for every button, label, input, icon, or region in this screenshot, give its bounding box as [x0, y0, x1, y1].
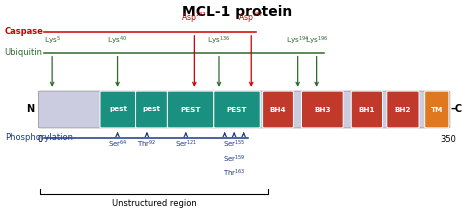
Text: BH4: BH4: [270, 106, 286, 113]
Text: Thr$^{163}$: Thr$^{163}$: [223, 168, 246, 179]
FancyBboxPatch shape: [263, 91, 293, 128]
Text: Phosphorylation: Phosphorylation: [5, 133, 73, 143]
FancyBboxPatch shape: [38, 91, 450, 128]
Text: BH3: BH3: [314, 106, 330, 113]
Text: Asp$^{127}$: Asp$^{127}$: [182, 11, 207, 25]
Text: Lys$^{136}$: Lys$^{136}$: [207, 35, 231, 47]
Text: BH1: BH1: [359, 106, 375, 113]
Text: MCL-1 protein: MCL-1 protein: [182, 5, 292, 19]
Text: Ser$^{159}$: Ser$^{159}$: [223, 153, 246, 165]
FancyBboxPatch shape: [387, 91, 419, 128]
Text: 0: 0: [37, 135, 43, 144]
Text: pest: pest: [109, 106, 127, 113]
Text: Caspase: Caspase: [5, 27, 44, 36]
Text: Lys$^{40}$: Lys$^{40}$: [108, 35, 128, 47]
Text: BH2: BH2: [395, 106, 411, 113]
FancyBboxPatch shape: [100, 91, 136, 128]
Text: Ser$^{121}$: Ser$^{121}$: [174, 139, 197, 150]
Text: Ser$^{64}$: Ser$^{64}$: [108, 139, 128, 150]
Text: Lys$^{196}$: Lys$^{196}$: [305, 35, 328, 47]
FancyBboxPatch shape: [167, 91, 214, 128]
Text: PEST: PEST: [227, 106, 247, 113]
Text: 350: 350: [440, 135, 456, 144]
Text: Ser$^{155}$: Ser$^{155}$: [223, 139, 246, 150]
Text: pest: pest: [143, 106, 161, 113]
FancyBboxPatch shape: [351, 91, 383, 128]
Text: Unstructured region: Unstructured region: [112, 199, 196, 208]
FancyBboxPatch shape: [136, 91, 168, 128]
FancyBboxPatch shape: [301, 91, 343, 128]
FancyBboxPatch shape: [425, 91, 449, 128]
Text: –C: –C: [450, 104, 463, 115]
Text: TM: TM: [431, 106, 443, 113]
Text: Ubiquitin: Ubiquitin: [5, 48, 43, 57]
Text: PEST: PEST: [180, 106, 201, 113]
Text: N: N: [27, 104, 35, 115]
Text: Thr$^{92}$: Thr$^{92}$: [137, 139, 156, 150]
Text: Lys$^{5}$: Lys$^{5}$: [44, 35, 61, 47]
Text: Lys$^{194}$: Lys$^{194}$: [286, 35, 310, 47]
Text: Asp$^{157}$: Asp$^{157}$: [238, 11, 264, 25]
FancyBboxPatch shape: [214, 91, 260, 128]
